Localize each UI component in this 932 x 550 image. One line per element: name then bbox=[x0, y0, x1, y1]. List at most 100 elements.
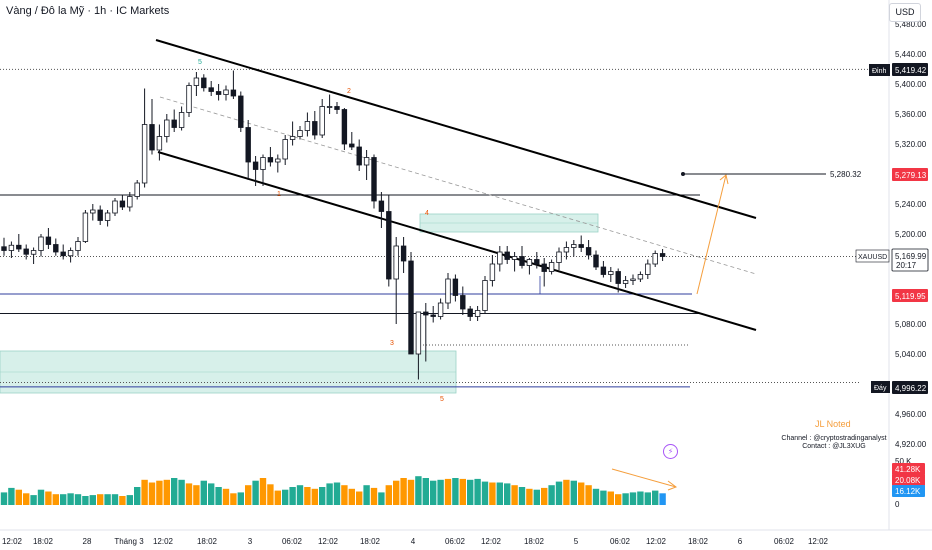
candle-down bbox=[245, 127, 251, 163]
volume-bar bbox=[304, 487, 311, 505]
price-tick-label: 5,080.00 bbox=[895, 320, 927, 329]
candle-up bbox=[223, 89, 229, 95]
time-tick-label: 06:02 bbox=[282, 537, 303, 546]
level-high-badge: 5,279.13 bbox=[892, 168, 928, 181]
volume-bar bbox=[504, 483, 511, 505]
candle-down bbox=[1, 246, 7, 251]
symbol-label: XAUUSD bbox=[858, 254, 887, 261]
candle-down bbox=[208, 87, 214, 92]
price-tick-label: 5,480.00 bbox=[895, 20, 927, 29]
candle-up bbox=[622, 280, 629, 284]
candle-up bbox=[637, 274, 644, 280]
channel-credit: Channel : @cryptostradinganalyst Contact… bbox=[760, 435, 908, 451]
volume-bar bbox=[437, 479, 444, 505]
candle-down bbox=[334, 106, 340, 110]
candle-up bbox=[571, 244, 577, 248]
candle-up bbox=[164, 119, 170, 137]
candle-up bbox=[563, 247, 570, 253]
volume-bar bbox=[45, 491, 52, 505]
volume-bar bbox=[97, 494, 104, 505]
candle-down bbox=[519, 256, 525, 266]
time-tick-label: 12:02 bbox=[318, 537, 339, 546]
candle-down bbox=[341, 109, 348, 145]
candle-up bbox=[30, 250, 37, 255]
wave-label-5-top: 5 bbox=[198, 59, 202, 66]
time-tick-label: 06:02 bbox=[610, 537, 631, 546]
volume-bar bbox=[489, 482, 496, 505]
candle-up bbox=[415, 311, 422, 355]
lightning-icon[interactable]: ⚡ bbox=[663, 444, 678, 459]
time-tick-label: 18:02 bbox=[197, 537, 218, 546]
volume-bar bbox=[215, 487, 222, 505]
volume-bar bbox=[430, 480, 437, 505]
volume-bar bbox=[134, 487, 141, 505]
volume-bar bbox=[333, 482, 341, 505]
price-tick-label: 5,200.00 bbox=[895, 230, 927, 239]
time-tick-label: 12:02 bbox=[808, 537, 829, 546]
volume-bar bbox=[222, 488, 230, 505]
volume-bar bbox=[296, 485, 304, 505]
time-tick-label: 6 bbox=[738, 537, 743, 546]
volume-bar bbox=[393, 480, 400, 505]
price-tick-label: 4,920.00 bbox=[895, 440, 927, 449]
volume-bar bbox=[37, 489, 45, 505]
candle-up bbox=[326, 106, 333, 108]
channel-lower-line[interactable] bbox=[157, 151, 757, 331]
channel-mid-line bbox=[159, 96, 757, 275]
candle-down bbox=[53, 244, 59, 253]
bottom-badge: Đáy 4,996.22 bbox=[871, 381, 928, 394]
projection-arrowhead bbox=[719, 174, 729, 185]
volume-bar bbox=[518, 487, 526, 505]
symbol-price: 5,169.99 bbox=[895, 252, 927, 261]
price-tick-label: 4,960.00 bbox=[895, 410, 927, 419]
volume-trend-arrowhead bbox=[667, 480, 678, 491]
volume-bar bbox=[67, 493, 74, 505]
volume-bar bbox=[467, 479, 474, 505]
candle-up bbox=[608, 271, 614, 275]
candle-down bbox=[23, 248, 29, 255]
candle-up bbox=[511, 256, 518, 260]
candle-down bbox=[201, 77, 207, 89]
volume-bar bbox=[185, 483, 193, 505]
candle-down bbox=[171, 119, 177, 128]
candle-up bbox=[630, 278, 636, 281]
channel-upper-line[interactable] bbox=[155, 39, 757, 219]
price-tick-label: 5,320.00 bbox=[895, 140, 927, 149]
time-tick-label: 18:02 bbox=[33, 537, 54, 546]
currency-button[interactable]: USD bbox=[889, 3, 921, 22]
volume-bar bbox=[652, 490, 659, 505]
volume-bar bbox=[200, 480, 207, 505]
candle-down bbox=[593, 254, 599, 268]
candle-down bbox=[149, 124, 155, 151]
range-box bbox=[539, 276, 610, 295]
candle-down bbox=[119, 200, 126, 208]
candle-down bbox=[356, 146, 362, 166]
candle-down bbox=[252, 161, 259, 170]
candle-down bbox=[312, 121, 318, 136]
candle-down bbox=[408, 260, 414, 355]
volume-bar bbox=[563, 479, 570, 505]
candle-up bbox=[297, 130, 303, 137]
volume-bar bbox=[407, 479, 415, 505]
time-axis[interactable]: 12:02 18:02 28 Tháng 3 12:02 18:02 3 06:02 12:02… bbox=[2, 537, 829, 546]
candle-up bbox=[38, 236, 44, 251]
chart-title: Vàng / Đô la Mỹ · 1h · IC Markets bbox=[6, 5, 170, 17]
wave-label-4: 4 bbox=[425, 210, 429, 217]
candle-down bbox=[238, 95, 244, 128]
wave-label-5-bottom: 5 bbox=[440, 396, 444, 403]
candle-up bbox=[363, 157, 370, 166]
candle-down bbox=[349, 143, 355, 148]
volume-bar bbox=[208, 483, 215, 505]
candle-up bbox=[82, 212, 89, 242]
volume-bar bbox=[23, 493, 30, 505]
candle-up bbox=[112, 200, 118, 214]
volume-bar bbox=[496, 482, 503, 505]
time-tick-label: 5 bbox=[574, 537, 579, 546]
volume-bar bbox=[82, 496, 89, 505]
volume-bar bbox=[526, 488, 533, 505]
target-value: 5,280.32 bbox=[830, 170, 862, 179]
candle-up bbox=[127, 196, 133, 208]
candle-down bbox=[615, 271, 621, 284]
volume-bar bbox=[171, 478, 178, 505]
